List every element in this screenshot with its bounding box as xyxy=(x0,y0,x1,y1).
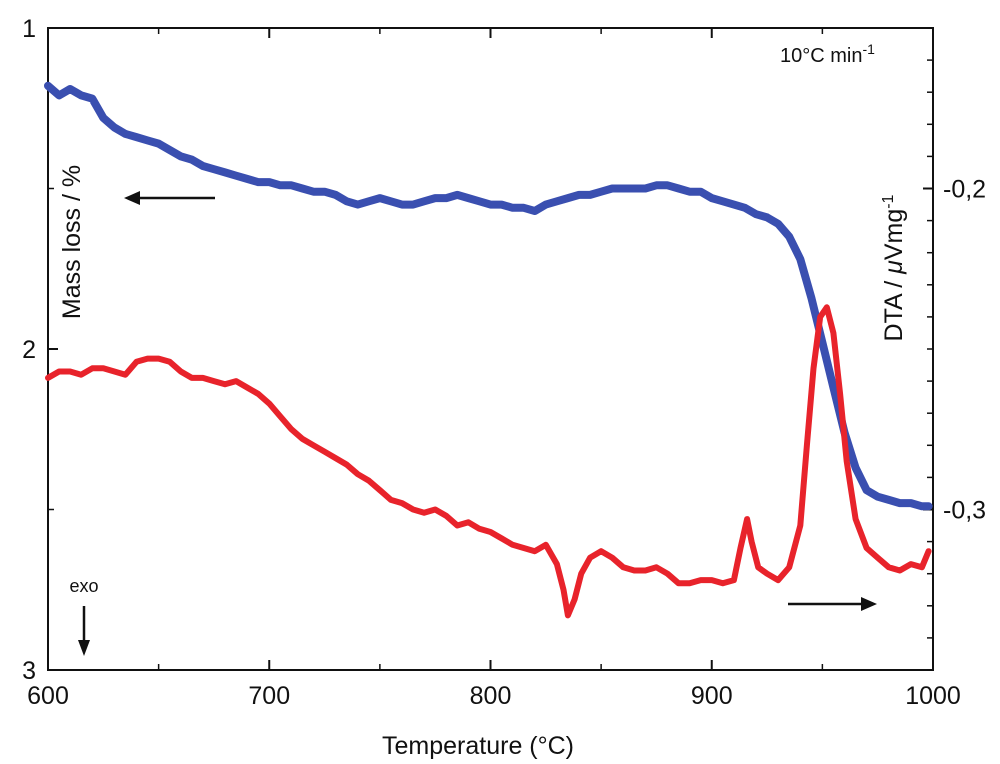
y-left-tick-label: 2 xyxy=(22,336,36,364)
axis-ticks xyxy=(47,27,934,671)
y-left-tick-label: 3 xyxy=(22,657,36,685)
dta-series-line xyxy=(45,304,932,619)
mass-loss-arrow xyxy=(124,191,215,205)
y-right-title-mu: μ xyxy=(880,260,908,275)
y-right-tick-label: -0,2 xyxy=(943,176,986,204)
exo-label: exo xyxy=(69,576,98,596)
heating-rate-sup: -1 xyxy=(862,41,875,57)
y-right-axis-title: DTA / μVmg-1 xyxy=(880,194,908,341)
y-right-title-sup: -1 xyxy=(880,194,897,208)
x-axis-title: Temperature (°C) xyxy=(382,732,574,760)
y-left-axis-title: Mass loss / % xyxy=(58,165,86,319)
axis-tick-labels: 600 700 800 900 1000 1 2 3 -0,2 -0,3 xyxy=(22,15,986,710)
y-right-title-unit: Vmg xyxy=(880,209,908,260)
x-tick-label: 800 xyxy=(470,682,512,710)
x-tick-label: 600 xyxy=(27,682,69,710)
mass-loss-arrow-head xyxy=(124,191,140,205)
y-right-title-prefix: DTA / xyxy=(880,274,908,342)
y-right-tick-label: -0,3 xyxy=(943,497,986,525)
mass-loss-series-line xyxy=(44,81,933,511)
plot-frame xyxy=(47,27,934,671)
x-tick-label: 900 xyxy=(691,682,733,710)
heating-rate-annotation: 10°C min-1 xyxy=(780,41,875,67)
x-tick-label: 700 xyxy=(248,682,290,710)
dta-arrow xyxy=(788,597,877,611)
exo-indicator: exo xyxy=(69,576,99,656)
x-tick-label: 1000 xyxy=(905,682,961,710)
exo-arrow-head xyxy=(78,640,90,656)
dta-arrow-head xyxy=(861,597,877,611)
heating-rate-text: 10°C min xyxy=(780,45,862,67)
series-layer xyxy=(44,81,933,619)
y-left-tick-label: 1 xyxy=(22,15,36,43)
